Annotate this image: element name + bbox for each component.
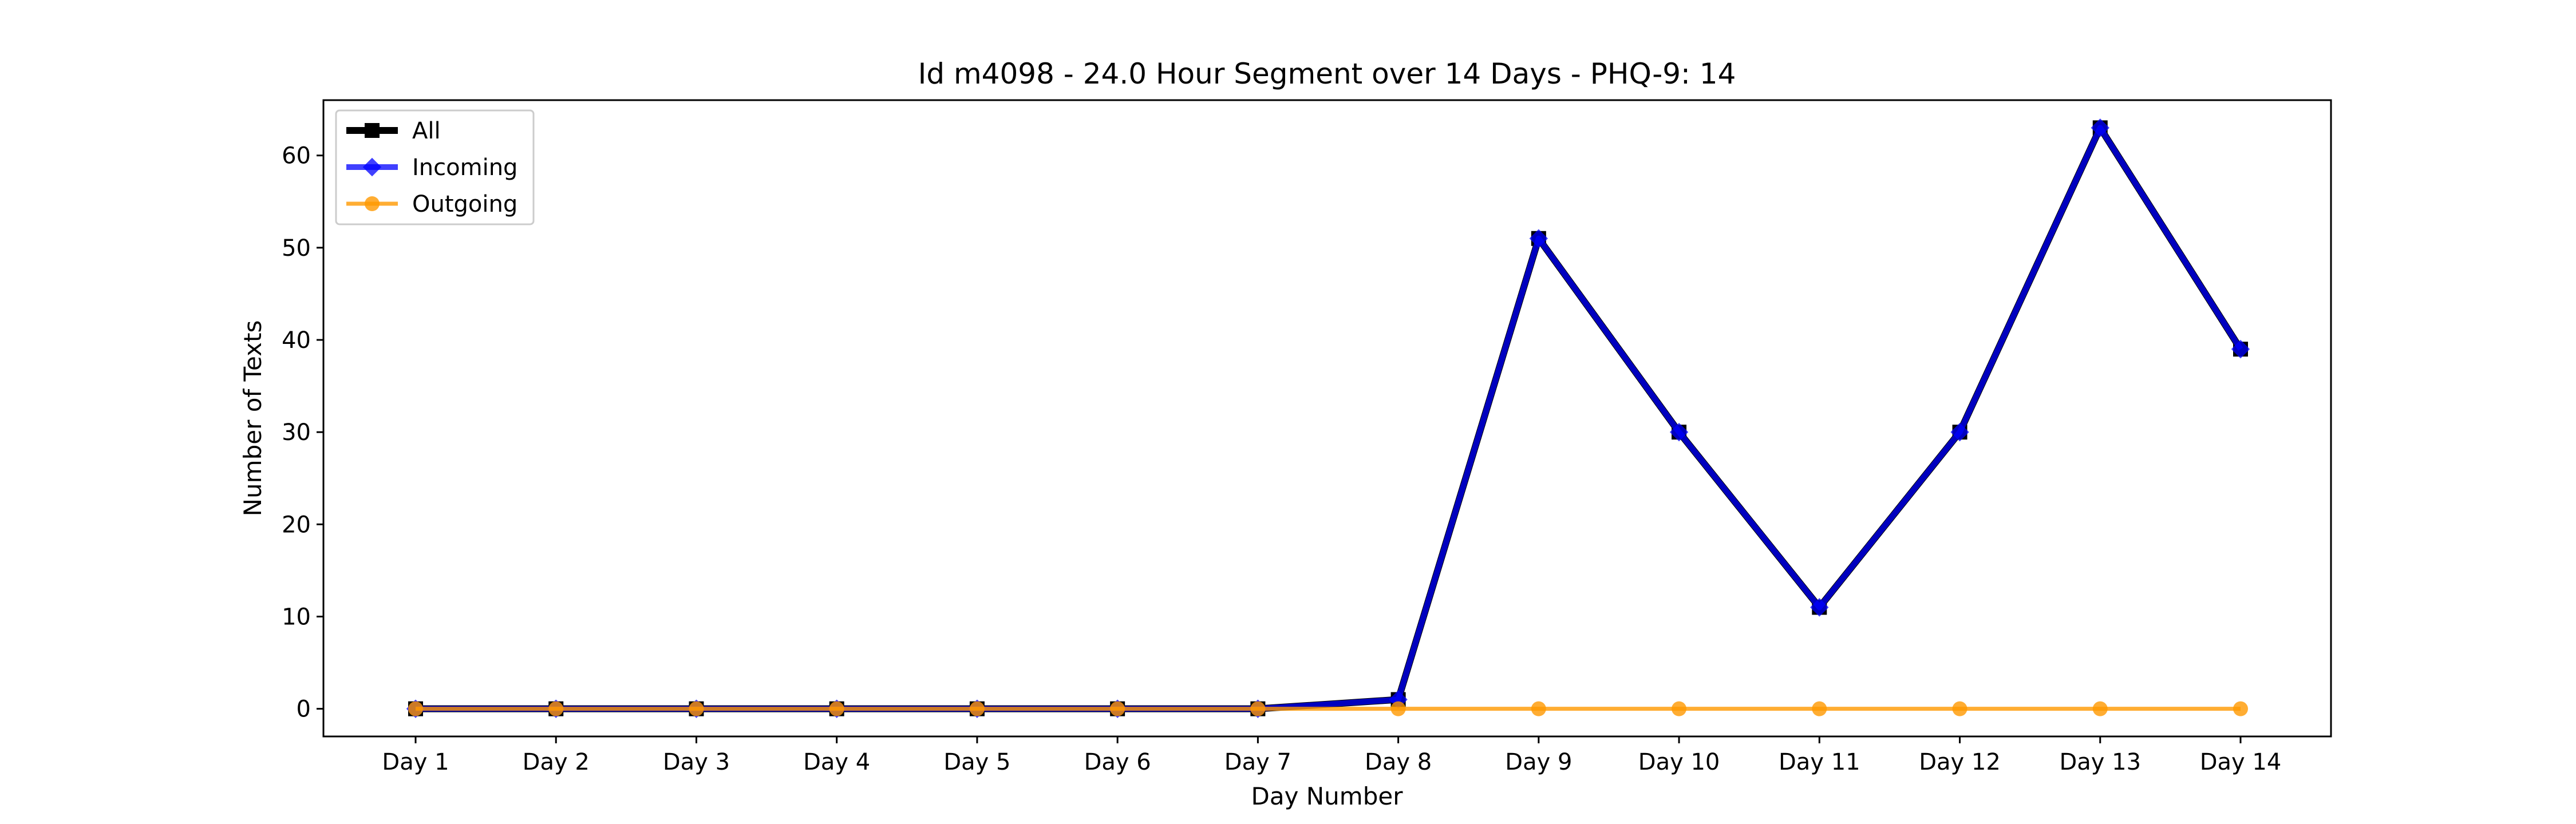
y-tick-label: 0	[297, 696, 311, 723]
x-tick-label: Day 9	[1505, 749, 1572, 775]
y-axis: 0 10 20 30 40 50 60	[282, 143, 323, 723]
x-tick-label: Day 6	[1084, 749, 1151, 775]
series-all	[408, 120, 2248, 716]
legend-item-outgoing: Outgoing	[346, 191, 517, 217]
x-tick-label: Day 8	[1365, 749, 1432, 775]
x-tick-label: Day 5	[943, 749, 1010, 775]
legend-item-all: All	[346, 118, 441, 144]
legend-item-incoming: Incoming	[346, 154, 517, 181]
outgoing-marker	[2092, 701, 2108, 716]
y-tick-label: 60	[282, 143, 311, 169]
incoming-marker	[2091, 118, 2109, 137]
legend-swatch-marker	[365, 196, 380, 211]
outgoing-marker	[548, 701, 564, 716]
y-tick-label: 40	[282, 327, 311, 354]
y-tick-label: 30	[282, 419, 311, 446]
x-tick-label: Day 4	[803, 749, 870, 775]
x-tick-label: Day 10	[1638, 749, 1720, 775]
outgoing-marker	[1952, 701, 1967, 716]
y-axis-label: Number of Texts	[239, 320, 267, 517]
legend-swatch-marker	[362, 157, 382, 177]
outgoing-marker	[829, 701, 844, 716]
incoming-marker	[1810, 598, 1829, 617]
legend-label: Incoming	[412, 154, 517, 181]
x-tick-label: Day 2	[523, 749, 590, 775]
x-tick-label: Day 11	[1779, 749, 1860, 775]
y-tick-label: 50	[282, 235, 311, 262]
incoming-marker	[1950, 422, 1969, 442]
x-tick-label: Day 3	[663, 749, 730, 775]
outgoing-marker	[408, 701, 423, 716]
chart-title: Id m4098 - 24.0 Hour Segment over 14 Day…	[918, 57, 1736, 90]
x-tick-label: Day 1	[382, 749, 449, 775]
incoming-marker	[1529, 229, 1548, 248]
incoming-marker	[2231, 339, 2250, 359]
x-tick-label: Day 14	[2200, 749, 2282, 775]
legend-swatch-marker	[365, 123, 380, 138]
plot-area	[406, 118, 2250, 718]
legend-label: Outgoing	[412, 191, 517, 217]
outgoing-marker	[2233, 701, 2248, 716]
x-tick-label: Day 13	[2059, 749, 2141, 775]
series-incoming	[406, 118, 2250, 718]
x-axis-label: Day Number	[1251, 782, 1403, 810]
series-outgoing	[408, 701, 2248, 716]
outgoing-marker	[1531, 701, 1546, 716]
outgoing-marker	[969, 701, 985, 716]
outgoing-marker	[1672, 701, 1687, 716]
legend-box	[335, 109, 535, 225]
outgoing-marker	[1812, 701, 1827, 716]
plot-frame	[322, 99, 2332, 738]
series-line-incoming	[416, 125, 2243, 712]
outgoing-marker	[1250, 701, 1266, 716]
x-tick-label: Day 12	[1919, 749, 2001, 775]
incoming-marker	[1669, 422, 1689, 442]
x-tick-label: Day 7	[1224, 749, 1291, 775]
legend: All Incoming Outgoing	[335, 109, 535, 225]
outgoing-marker	[1390, 701, 1406, 716]
y-tick-label: 10	[282, 604, 311, 630]
outgoing-marker	[689, 701, 704, 716]
x-axis: Day 1 Day 2 Day 3 Day 4 Day 5 Day 6 Day 7 Day 8…	[382, 736, 2281, 775]
outgoing-marker	[1110, 701, 1125, 716]
legend-label: All	[412, 118, 441, 144]
y-tick-label: 20	[282, 512, 311, 538]
